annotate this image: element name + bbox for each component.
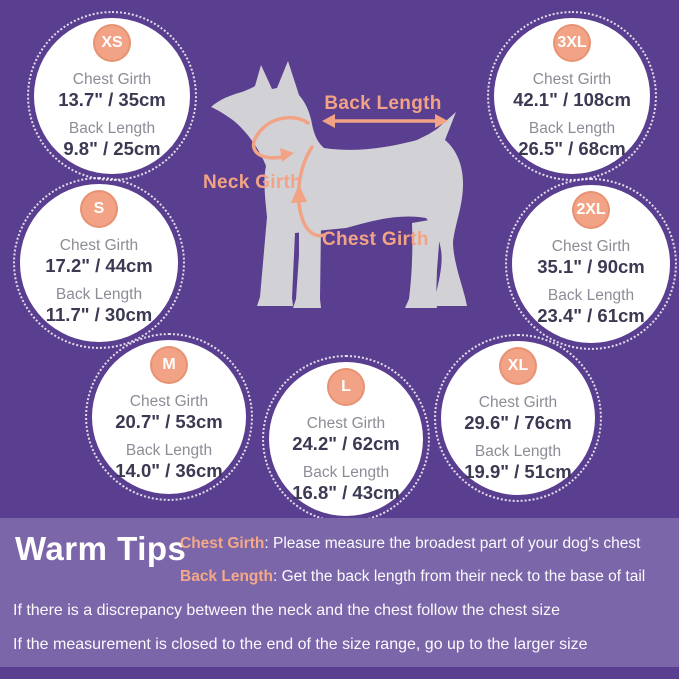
size-code: L xyxy=(341,378,351,395)
chest-girth-label: Chest Girth xyxy=(532,71,612,88)
size-code: M xyxy=(162,356,176,373)
note-discrepancy: If there is a discrepancy between the ne… xyxy=(13,602,560,619)
chest-girth-label: Chest Girth xyxy=(72,71,152,88)
note-size-range: If the measurement is closed to the end … xyxy=(13,636,588,653)
dog-silhouette-svg xyxy=(211,61,467,308)
size-badge: S xyxy=(80,190,118,228)
dog-diagram xyxy=(195,55,495,325)
warm-tips-panel xyxy=(0,518,679,667)
chest-girth-value: 13.7" / 35cm xyxy=(58,89,166,110)
size-card-3xl: 3XL Chest Girth 42.1" / 108cm Back Lengt… xyxy=(487,11,657,181)
arrowhead-left-icon xyxy=(322,114,335,128)
back-length-label: Back Length xyxy=(528,120,616,137)
back-length-value: 26.5" / 68cm xyxy=(518,138,626,159)
size-badge: M xyxy=(150,346,188,384)
warm-tips-title: Warm Tips xyxy=(15,530,187,567)
back-length-label: Back Length xyxy=(302,464,390,481)
size-card-xl: XL Chest Girth 29.6" / 76cm Back Length … xyxy=(434,334,602,502)
size-code: S xyxy=(93,200,105,217)
neck-girth-diagram-label: Neck Girth xyxy=(203,172,303,193)
tip-back-length: Back Length: Get the back length from th… xyxy=(180,568,645,586)
tip-back-length-key: Back Length xyxy=(180,568,274,585)
back-length-value: 23.4" / 61cm xyxy=(537,305,645,326)
tip-chest-girth: Chest Girth: Please measure the broadest… xyxy=(180,535,640,553)
back-length-value: 16.8" / 43cm xyxy=(292,482,400,503)
size-badge: XS xyxy=(93,24,131,62)
size-card-xs: XS Chest Girth 13.7" / 35cm Back Length … xyxy=(27,11,197,181)
chest-girth-value: 17.2" / 44cm xyxy=(45,255,153,276)
neck-girth-arrow xyxy=(251,115,310,160)
back-length-value: 14.0" / 36cm xyxy=(115,460,223,481)
size-code: XL xyxy=(507,357,529,374)
chest-girth-value: 29.6" / 76cm xyxy=(464,412,572,433)
back-length-label: Back Length xyxy=(55,286,143,303)
tip-chest-girth-key: Chest Girth xyxy=(180,535,265,552)
back-length-label: Back Length xyxy=(547,287,635,304)
size-badge: 3XL xyxy=(553,24,591,62)
size-code: 2XL xyxy=(576,201,606,218)
chest-girth-label: Chest Girth xyxy=(551,238,631,255)
back-length-label: Back Length xyxy=(125,442,213,459)
tip-back-length-text: : Get the back length from their neck to… xyxy=(273,568,646,585)
size-badge: XL xyxy=(499,347,537,385)
tip-chest-girth-text: : Please measure the broadest part of yo… xyxy=(264,535,641,552)
size-code: 3XL xyxy=(557,34,587,51)
size-card-l: L Chest Girth 24.2" / 62cm Back Length 1… xyxy=(262,355,430,523)
size-badge: L xyxy=(327,368,365,406)
size-card-2xl: 2XL Chest Girth 35.1" / 90cm Back Length… xyxy=(505,178,677,350)
size-code: XS xyxy=(101,34,123,51)
chest-girth-diagram-label: Chest Girth xyxy=(322,229,429,250)
chest-girth-label: Chest Girth xyxy=(59,237,139,254)
chest-girth-value: 42.1" / 108cm xyxy=(513,89,631,110)
chest-girth-label: Chest Girth xyxy=(129,393,209,410)
back-length-label: Back Length xyxy=(68,120,156,137)
size-card-s: S Chest Girth 17.2" / 44cm Back Length 1… xyxy=(13,177,185,349)
chest-girth-label: Chest Girth xyxy=(478,394,558,411)
chest-girth-label: Chest Girth xyxy=(306,415,386,432)
size-badge: 2XL xyxy=(572,191,610,229)
chest-girth-value: 24.2" / 62cm xyxy=(292,433,400,454)
size-card-m: M Chest Girth 20.7" / 53cm Back Length 1… xyxy=(85,333,253,501)
back-length-value: 19.9" / 51cm xyxy=(464,461,572,482)
back-length-value: 11.7" / 30cm xyxy=(45,304,153,325)
chest-girth-value: 20.7" / 53cm xyxy=(115,411,223,432)
chest-girth-arrow xyxy=(296,145,326,238)
arrowhead-chest-icon xyxy=(291,184,307,203)
arrowhead-neck-icon xyxy=(280,148,294,162)
chest-girth-value: 35.1" / 90cm xyxy=(537,256,645,277)
back-length-diagram-label: Back Length xyxy=(324,93,442,114)
back-length-label: Back Length xyxy=(474,443,562,460)
back-length-value: 9.8" / 25cm xyxy=(63,138,161,159)
arrowhead-right-icon xyxy=(435,114,448,128)
